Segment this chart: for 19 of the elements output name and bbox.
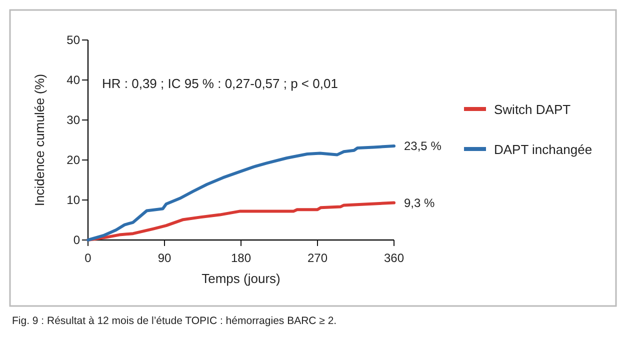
y-tick-label: 0 xyxy=(73,233,80,247)
x-tick-label: 180 xyxy=(230,251,252,265)
data-label: 23,5 % xyxy=(404,139,442,153)
legend-label: Switch DAPT xyxy=(494,102,571,117)
x-tick-label: 90 xyxy=(158,251,172,265)
x-axis-title: Temps (jours) xyxy=(202,271,280,286)
caption: Fig. 9 : Résultat à 12 mois de l’étude TOPIC : hémorragies BARC ≥ 2. xyxy=(12,315,337,327)
data-label: 9,3 % xyxy=(404,196,436,210)
y-tick-label: 30 xyxy=(66,113,80,127)
x-tick-label: 270 xyxy=(307,251,328,265)
y-tick-label: 20 xyxy=(66,153,80,167)
legend-label: DAPT inchangée xyxy=(494,142,592,157)
x-tick-label: 360 xyxy=(384,251,404,265)
y-tick-label: 50 xyxy=(66,33,80,47)
y-tick-label: 40 xyxy=(66,73,80,87)
y-axis-title: Incidence cumulée (%) xyxy=(32,74,47,206)
y-tick-label: 10 xyxy=(66,193,80,207)
annotation: HR : 0,39 ; IC 95 % : 0,27-0,57 ; p < 0,01 xyxy=(102,76,338,91)
x-tick-label: 0 xyxy=(84,251,92,265)
